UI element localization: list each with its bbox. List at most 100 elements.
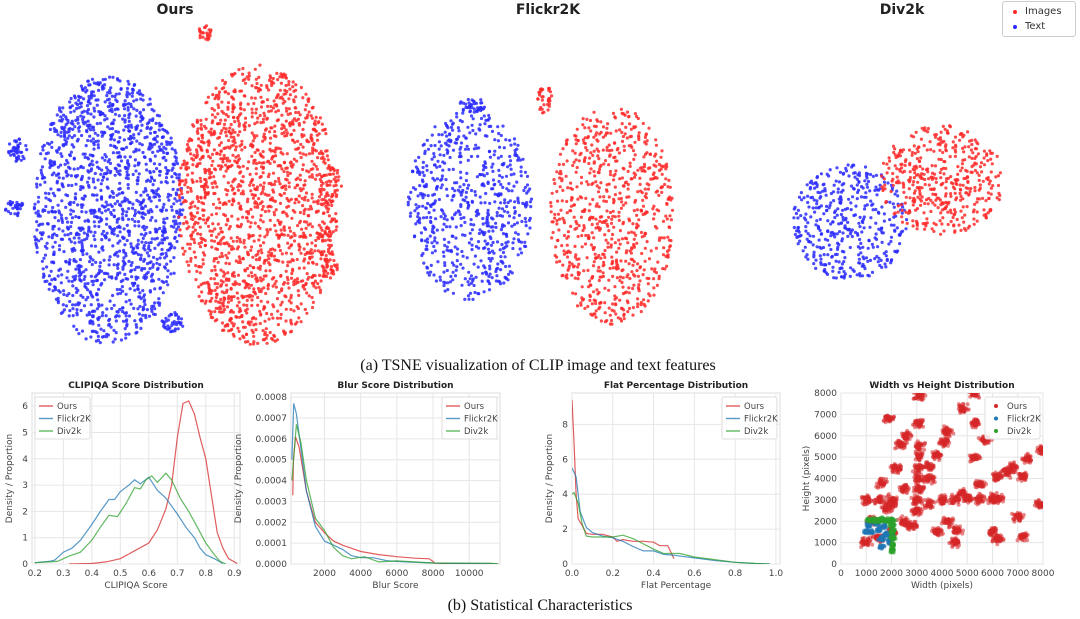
tsne-point (112, 263, 116, 267)
tsne-point (153, 142, 157, 146)
tsne-point (143, 204, 148, 208)
tsne-point (201, 31, 205, 35)
tsne-point (200, 201, 204, 205)
tsne-point (595, 222, 600, 226)
tsne-point (516, 253, 520, 257)
tsne-point (486, 208, 490, 212)
tsne-point (13, 212, 17, 216)
tsne-point (96, 139, 100, 143)
tsne-point (621, 166, 625, 170)
tsne-point (250, 154, 254, 158)
tsne-point (237, 124, 241, 128)
tsne-point (63, 138, 67, 142)
tsne-point (153, 301, 157, 305)
tsne-point (74, 182, 78, 186)
tsne-point (181, 252, 186, 256)
tsne-point (811, 243, 815, 247)
tsne-point (286, 260, 290, 264)
tsne-point (140, 266, 144, 271)
tsne-point (274, 285, 278, 289)
tsne-point (272, 254, 276, 258)
tsne-point (189, 205, 193, 209)
tsne-point (418, 221, 422, 225)
tsne-point (217, 232, 221, 236)
tsne-point (247, 71, 251, 75)
tsne-point (265, 98, 270, 102)
tsne-point (460, 283, 464, 287)
tsne-point (312, 141, 316, 146)
tsne-point (652, 286, 656, 290)
tsne-point (210, 121, 214, 125)
tsne-point (115, 107, 119, 111)
tsne-point (275, 338, 280, 342)
tsne-point (318, 233, 322, 237)
tsne-point (576, 277, 580, 281)
tsne-point (449, 274, 453, 279)
tsne-point (654, 138, 658, 142)
tsne-point (632, 209, 636, 213)
tsne-point (125, 322, 129, 327)
tsne-point (311, 261, 315, 265)
tsne-point (253, 136, 257, 140)
tsne-point (94, 98, 98, 102)
tsne-point (151, 265, 155, 269)
tsne-point (148, 230, 152, 235)
tsne-point (232, 271, 236, 275)
tsne-point (223, 296, 227, 301)
tsne-point (93, 244, 98, 248)
tsne-point (621, 134, 626, 139)
tsne-point (450, 261, 454, 265)
tsne-point (171, 187, 175, 191)
tsne-point (50, 160, 54, 164)
tsne-point (126, 229, 130, 233)
tsne-point (101, 84, 105, 88)
tsne-point (146, 270, 150, 274)
tsne-point (617, 238, 621, 242)
tsne-point (110, 134, 114, 138)
tsne-point (242, 241, 246, 245)
tsne-point (603, 159, 608, 163)
tsne-point (528, 200, 533, 204)
tsne-point (292, 239, 297, 243)
tsne-point (220, 251, 224, 256)
tsne-point (652, 269, 657, 273)
tsne-point (93, 275, 97, 279)
tsne-point (295, 257, 299, 262)
tsne-point (184, 180, 188, 184)
tsne-point (86, 281, 90, 286)
tsne-point (148, 131, 153, 135)
tsne-point (256, 295, 260, 300)
tsne-point (269, 104, 273, 109)
tsne-point (310, 241, 314, 245)
tsne-point (488, 264, 492, 268)
tsne-point (301, 187, 305, 191)
tsne-point (195, 150, 199, 154)
tsne-point (237, 157, 242, 161)
tsne-point (319, 192, 323, 196)
tsne-point (618, 177, 622, 181)
tsne-point (430, 230, 434, 234)
tsne-point (202, 141, 206, 145)
tsne-point (159, 180, 163, 184)
tsne-point (443, 263, 447, 268)
tsne-point (304, 191, 309, 195)
tsne-point (562, 233, 567, 238)
tsne-point (236, 188, 241, 192)
tsne-point (637, 131, 641, 135)
tsne-point (175, 211, 179, 215)
tsne-flickr2k-text-points (458, 97, 486, 114)
tsne-point (18, 141, 22, 146)
tsne-point (311, 151, 315, 155)
tsne-point (193, 228, 197, 232)
tsne-point (839, 212, 844, 217)
tsne-point (66, 118, 70, 123)
tsne-point (80, 205, 84, 209)
tsne-point (517, 156, 521, 160)
tsne-point (500, 260, 504, 264)
tsne-point (187, 225, 191, 229)
tsne-ours-images-points (316, 226, 333, 243)
tsne-point (172, 163, 176, 167)
tsne-point (516, 198, 520, 202)
tsne-point (324, 132, 328, 136)
tsne-point (510, 224, 514, 228)
